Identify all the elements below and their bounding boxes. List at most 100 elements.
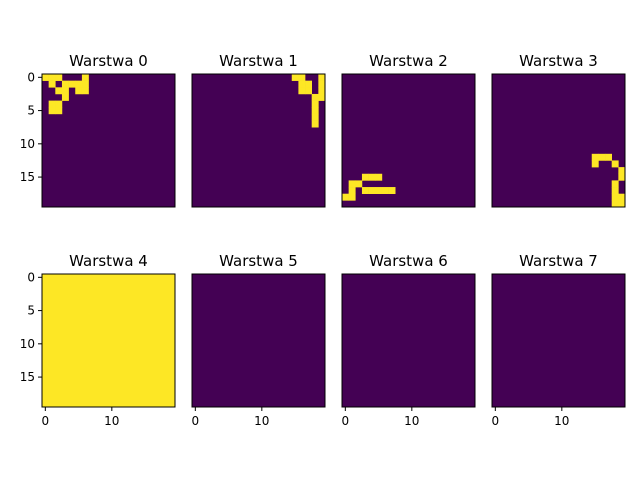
heatmap-cell	[368, 187, 376, 194]
panel-4: Warstwa 4 0 5 10 15 0 10	[20, 252, 176, 428]
heatmap-cell	[618, 167, 626, 175]
y-tick-label: 0	[27, 270, 35, 284]
heatmap-cell	[311, 113, 319, 121]
axes-frame	[341, 73, 476, 208]
heatmap-cell	[305, 87, 312, 95]
y-tick-label: 0	[27, 70, 35, 84]
heatmap-cell	[368, 173, 376, 181]
panel-1: Warstwa 1	[191, 52, 326, 208]
heatmap-cell	[48, 80, 56, 88]
y-tick-label: 5	[27, 304, 35, 318]
heatmap-cell	[361, 173, 369, 181]
heatmap-cell	[318, 74, 326, 81]
heatmap-cell	[611, 180, 619, 188]
heatmap-cell	[611, 187, 619, 194]
heatmap-cell	[61, 93, 69, 101]
heatmap-cell	[348, 180, 356, 188]
axes-frame	[491, 73, 626, 208]
y-tick-label: 15	[20, 170, 35, 184]
y-tick-label: 10	[20, 137, 35, 151]
heatmap-cell	[81, 87, 89, 95]
x-tick-label: 0	[492, 414, 500, 428]
heatmap-cell	[81, 80, 89, 88]
heatmap-cell	[318, 87, 326, 95]
heatmap-cell	[311, 107, 319, 115]
heatmap-cell	[291, 74, 299, 81]
x-tick-label: 0	[192, 414, 200, 428]
heatmap-cell	[298, 87, 306, 95]
heatmap-cell	[611, 200, 619, 208]
heatmap-cell	[318, 80, 326, 88]
heatmap-cell	[618, 200, 626, 208]
heatmap-cell	[388, 187, 396, 194]
heatmap-cell	[611, 160, 619, 168]
x-tick-label: 10	[254, 414, 269, 428]
heatmap-cell	[605, 153, 612, 161]
panel-title: Warstwa 1	[219, 52, 298, 70]
heatmap-cell	[618, 173, 626, 181]
heatmap-background	[492, 74, 625, 207]
heatmap-background	[192, 74, 325, 207]
y-tick-label: 15	[20, 370, 35, 384]
heatmap-cell-fill	[42, 274, 175, 407]
heatmap-cell	[311, 100, 319, 108]
x-tick-label: 10	[104, 414, 119, 428]
heatmap-cell	[48, 74, 56, 81]
heatmap-cell	[75, 80, 83, 88]
panel-5: Warstwa 5 0 10	[191, 252, 326, 428]
heatmap-cell	[318, 93, 326, 101]
axes-frame	[191, 273, 326, 408]
heatmap-cell	[55, 100, 63, 108]
panel-title: Warstwa 5	[219, 252, 298, 270]
panel-2: Warstwa 2	[341, 52, 476, 208]
axes-frame	[191, 73, 326, 208]
panel-title: Warstwa 3	[519, 52, 598, 70]
heatmap-cell	[81, 74, 89, 81]
heatmap-cell	[48, 100, 56, 108]
panel-0: Warstwa 0 0 5 10 15	[20, 52, 176, 208]
axes-frame	[41, 73, 176, 208]
heatmap-cell	[48, 107, 56, 115]
heatmap-cell	[342, 193, 349, 201]
axes-frame	[491, 273, 626, 408]
x-tick-label: 0	[342, 414, 350, 428]
x-tick-label: 10	[404, 414, 419, 428]
heatmap-cell	[311, 120, 319, 128]
heatmap-cell	[305, 80, 312, 88]
y-tick-label: 10	[20, 337, 35, 351]
panel-title: Warstwa 2	[369, 52, 448, 70]
x-tick-label: 10	[554, 414, 569, 428]
panel-title: Warstwa 4	[69, 252, 148, 270]
axes-frame	[341, 273, 476, 408]
heatmap-cell	[591, 153, 599, 161]
x-tick-label: 0	[42, 414, 50, 428]
panel-3: Warstwa 3	[491, 52, 626, 208]
heatmap-cell	[298, 74, 306, 81]
heatmap-cell	[355, 180, 363, 188]
heatmap-cell	[42, 74, 49, 81]
panel-7: Warstwa 7 0 10	[491, 252, 626, 428]
heatmap-cell	[611, 193, 619, 201]
heatmap-cell	[298, 80, 306, 88]
panel-6: Warstwa 6 0 10	[341, 252, 476, 428]
heatmap-cell	[61, 80, 69, 88]
heatmap-cell	[55, 107, 63, 115]
heatmap-cell	[348, 193, 356, 201]
heatmap-cell	[311, 93, 319, 101]
heatmap-cell	[381, 187, 389, 194]
panel-title: Warstwa 7	[519, 252, 598, 270]
heatmap-background	[492, 274, 625, 407]
panels-group: Warstwa 0 0 5 10 15 Warstwa 1 Warstwa 2 Warstwa…	[20, 52, 626, 428]
panel-title: Warstwa 6	[369, 252, 448, 270]
heatmap-background	[342, 74, 475, 207]
y-tick-label: 5	[27, 104, 35, 118]
heatmap-background	[342, 274, 475, 407]
heatmap-cell	[55, 74, 63, 81]
heatmap-cell	[361, 187, 369, 194]
panel-title: Warstwa 0	[69, 52, 148, 70]
heatmap-cell	[61, 87, 69, 95]
heatmap-cell	[375, 173, 383, 181]
heatmap-cell	[55, 87, 63, 95]
heatmap-cell	[348, 187, 356, 194]
